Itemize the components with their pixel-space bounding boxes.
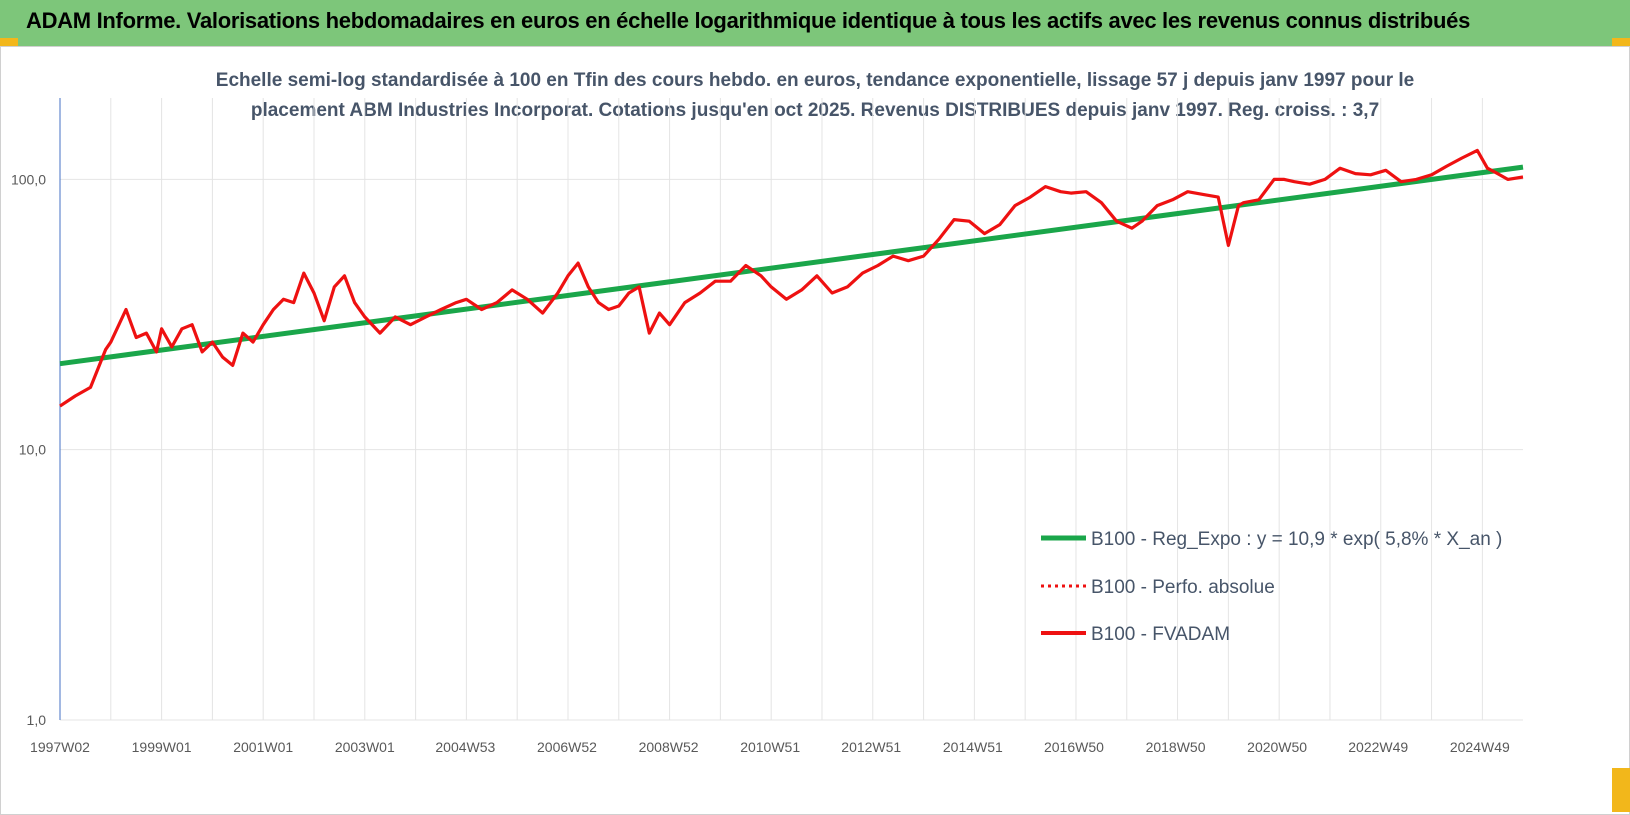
x-tick-label: 2006W52 (537, 739, 597, 755)
x-tick-label: 1999W01 (132, 739, 192, 755)
x-tick-label: 2001W01 (233, 739, 293, 755)
y-tick-label: 100,0 (11, 171, 46, 187)
title-banner: ADAM Informe. Valorisations hebdomadaire… (0, 0, 1630, 46)
x-tick-label: 2010W51 (740, 739, 800, 755)
x-tick-label: 2024W49 (1450, 739, 1510, 755)
x-tick-label: 2016W50 (1044, 739, 1104, 755)
x-tick-label: 2004W53 (435, 739, 495, 755)
y-tick-label: 10,0 (19, 442, 46, 458)
fvadam-line (59, 148, 1524, 408)
legend-entry: B100 - Reg_Expo : y = 10,9 * exp( 5,8% *… (1091, 529, 1502, 550)
gridlines (59, 98, 1523, 721)
x-tick-label: 2012W51 (841, 739, 901, 755)
chart-title: Echelle semi-log standardisée à 100 en T… (140, 66, 1490, 126)
chart-title-line2: placement ABM Industries Incorporat. Cot… (250, 100, 1380, 121)
corner-marker (1612, 768, 1630, 812)
report-title: ADAM Informe. Valorisations hebdomadaire… (26, 8, 1471, 33)
legend: B100 - Reg_Expo : y = 10,9 * exp( 5,8% *… (1041, 529, 1502, 645)
chart-title-line1: Echelle semi-log standardisée à 100 en T… (215, 70, 1415, 91)
axes: 1,0 10,0 100,0 1997W02 1999W01 2001W01 2003W01… (11, 98, 1510, 755)
x-tick-label: 2008W52 (639, 739, 699, 755)
x-tick-label: 2014W51 (943, 739, 1003, 755)
x-tick-label: 2018W50 (1146, 739, 1206, 755)
x-tick-label: 2020W50 (1247, 739, 1307, 755)
series-lines (59, 148, 1524, 408)
y-tick-label: 1,0 (27, 712, 47, 728)
legend-entry: B100 - Perfo. absolue (1091, 577, 1275, 598)
x-tick-label: 1997W02 (30, 739, 90, 755)
corner-marker (1612, 38, 1630, 46)
x-tick-label: 2022W49 (1348, 739, 1408, 755)
legend-entry: B100 - FVADAM (1091, 624, 1230, 645)
trend-line (59, 164, 1524, 367)
corner-marker (0, 38, 18, 46)
x-tick-label: 2003W01 (335, 739, 395, 755)
